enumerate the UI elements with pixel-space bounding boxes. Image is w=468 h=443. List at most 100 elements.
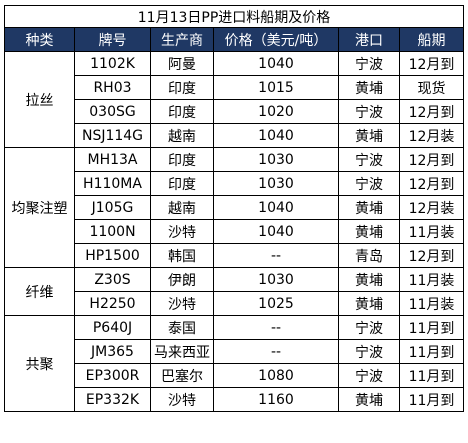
shipment-cell: 12月到 bbox=[398, 99, 465, 124]
port-cell: 宁波 bbox=[338, 99, 400, 124]
port-cell: 宁波 bbox=[338, 147, 400, 172]
header-shipment: 船期 bbox=[398, 27, 465, 52]
shipment-cell: 12月装 bbox=[398, 123, 465, 148]
header-price: 价格（美元/吨） bbox=[213, 27, 339, 52]
producer-cell: 伊朗 bbox=[150, 267, 214, 292]
producer-cell: 巴塞尔 bbox=[150, 363, 214, 388]
header-grade: 牌号 bbox=[74, 27, 151, 52]
producer-cell: 沙特 bbox=[150, 291, 214, 316]
producer-cell: 印度 bbox=[150, 75, 214, 100]
table-row: J105G 越南 1040 黄埔 12月装 bbox=[5, 195, 465, 220]
grade-cell: JM365 bbox=[74, 339, 151, 364]
price-cell: 1025 bbox=[213, 291, 339, 316]
shipment-cell: 12月到 bbox=[398, 243, 465, 268]
price-cell: -- bbox=[213, 315, 339, 340]
price-cell: 1015 bbox=[213, 75, 339, 100]
grade-cell: EP332K bbox=[74, 387, 151, 412]
table-row: H110MA 印度 1030 宁波 12月到 bbox=[5, 171, 465, 196]
producer-cell: 韩国 bbox=[150, 243, 214, 268]
table-title: 11月13日PP进口料船期及价格 bbox=[3, 5, 465, 28]
table-row: RH03 印度 1015 黄埔 现货 bbox=[5, 75, 465, 100]
header-producer: 生产商 bbox=[150, 27, 214, 52]
producer-cell: 印度 bbox=[150, 147, 214, 172]
price-cell: 1030 bbox=[213, 147, 339, 172]
shipment-cell: 12月到 bbox=[398, 51, 465, 76]
category-cell: 纤维 bbox=[4, 267, 75, 316]
producer-cell: 越南 bbox=[150, 195, 214, 220]
shipment-cell: 11月装 bbox=[398, 219, 465, 244]
grade-cell: MH13A bbox=[74, 147, 151, 172]
price-cell: 1030 bbox=[213, 267, 339, 292]
grade-cell: J105G bbox=[74, 195, 151, 220]
price-cell: 1020 bbox=[213, 99, 339, 124]
table-row: 1100N 沙特 1040 黄埔 11月装 bbox=[5, 219, 465, 244]
producer-cell: 泰国 bbox=[150, 315, 214, 340]
table-row: EP300R 巴塞尔 1080 宁波 11月到 bbox=[5, 363, 465, 388]
category-cell: 拉丝 bbox=[4, 51, 75, 148]
shipment-cell: 11月到 bbox=[398, 363, 465, 388]
port-cell: 黄埔 bbox=[338, 267, 400, 292]
price-cell: 1040 bbox=[213, 123, 339, 148]
price-cell: -- bbox=[213, 243, 339, 268]
producer-cell: 越南 bbox=[150, 123, 214, 148]
price-cell: 1040 bbox=[213, 195, 339, 220]
shipment-cell: 11月装 bbox=[398, 291, 465, 316]
grade-cell: 1102K bbox=[74, 51, 151, 76]
category-cell: 均聚注塑 bbox=[4, 147, 75, 268]
port-cell: 黄埔 bbox=[338, 123, 400, 148]
shipment-cell: 12月到 bbox=[398, 171, 465, 196]
port-cell: 宁波 bbox=[338, 363, 400, 388]
price-cell: 1080 bbox=[213, 363, 339, 388]
price-cell: -- bbox=[213, 339, 339, 364]
producer-cell: 沙特 bbox=[150, 387, 214, 412]
grade-cell: Z30S bbox=[74, 267, 151, 292]
shipment-cell: 11月到 bbox=[398, 339, 465, 364]
table-row: 拉丝 1102K 阿曼 1040 宁波 12月到 bbox=[4, 51, 465, 148]
port-cell: 黄埔 bbox=[338, 387, 400, 412]
producer-cell: 沙特 bbox=[150, 219, 214, 244]
table-row: 030SG 印度 1020 宁波 12月到 bbox=[5, 99, 465, 124]
port-cell: 青岛 bbox=[338, 243, 400, 268]
header-category: 种类 bbox=[4, 27, 75, 52]
producer-cell: 马来西亚 bbox=[150, 339, 214, 364]
price-cell: 1040 bbox=[213, 219, 339, 244]
port-cell: 黄埔 bbox=[338, 219, 400, 244]
shipment-cell: 12月到 bbox=[398, 147, 465, 172]
shipment-cell: 11月到 bbox=[398, 387, 465, 412]
grade-cell: RH03 bbox=[74, 75, 151, 100]
grade-cell: H2250 bbox=[74, 291, 151, 316]
grade-cell: P640J bbox=[74, 315, 151, 340]
pp-import-table: 11月13日PP进口料船期及价格 种类 牌号 生产商 价格（美元/吨） 港口 船… bbox=[3, 5, 465, 412]
title-row: 11月13日PP进口料船期及价格 bbox=[3, 5, 465, 28]
shipment-cell: 12月装 bbox=[398, 195, 465, 220]
producer-cell: 印度 bbox=[150, 99, 214, 124]
price-cell: 1030 bbox=[213, 171, 339, 196]
grade-cell: HP1500 bbox=[74, 243, 151, 268]
grade-cell: H110MA bbox=[74, 171, 151, 196]
shipment-cell: 11月装 bbox=[398, 267, 465, 292]
grade-cell: 1100N bbox=[74, 219, 151, 244]
port-cell: 黄埔 bbox=[338, 195, 400, 220]
producer-cell: 阿曼 bbox=[150, 51, 214, 76]
header-port: 港口 bbox=[338, 27, 400, 52]
port-cell: 宁波 bbox=[338, 51, 400, 76]
producer-cell: 印度 bbox=[150, 171, 214, 196]
shipment-cell: 11月到 bbox=[398, 315, 465, 340]
table-body: 11月13日PP进口料船期及价格 种类 牌号 生产商 价格（美元/吨） 港口 船… bbox=[3, 5, 465, 412]
table-row: 共聚 P640J 泰国 -- 宁波 11月到 bbox=[4, 315, 465, 412]
price-cell: 1040 bbox=[213, 51, 339, 76]
header-row: 种类 牌号 生产商 价格（美元/吨） 港口 船期 bbox=[4, 27, 465, 52]
grade-cell: NSJ114G bbox=[74, 123, 151, 148]
table-row: JM365 马来西亚 -- 宁波 11月到 bbox=[5, 339, 465, 364]
table-row: 均聚注塑 MH13A 印度 1030 宁波 12月到 bbox=[4, 147, 465, 268]
port-cell: 宁波 bbox=[338, 171, 400, 196]
port-cell: 宁波 bbox=[338, 315, 400, 340]
table-row: EP332K 沙特 1160 黄埔 11月到 bbox=[5, 387, 465, 412]
grade-cell: EP300R bbox=[74, 363, 151, 388]
price-cell: 1160 bbox=[213, 387, 339, 412]
table-row: 纤维 Z30S 伊朗 1030 黄埔 11月装 bbox=[4, 267, 465, 316]
shipment-cell: 现货 bbox=[398, 75, 465, 100]
category-cell: 共聚 bbox=[4, 315, 75, 412]
port-cell: 黄埔 bbox=[338, 75, 400, 100]
port-cell: 黄埔 bbox=[338, 291, 400, 316]
